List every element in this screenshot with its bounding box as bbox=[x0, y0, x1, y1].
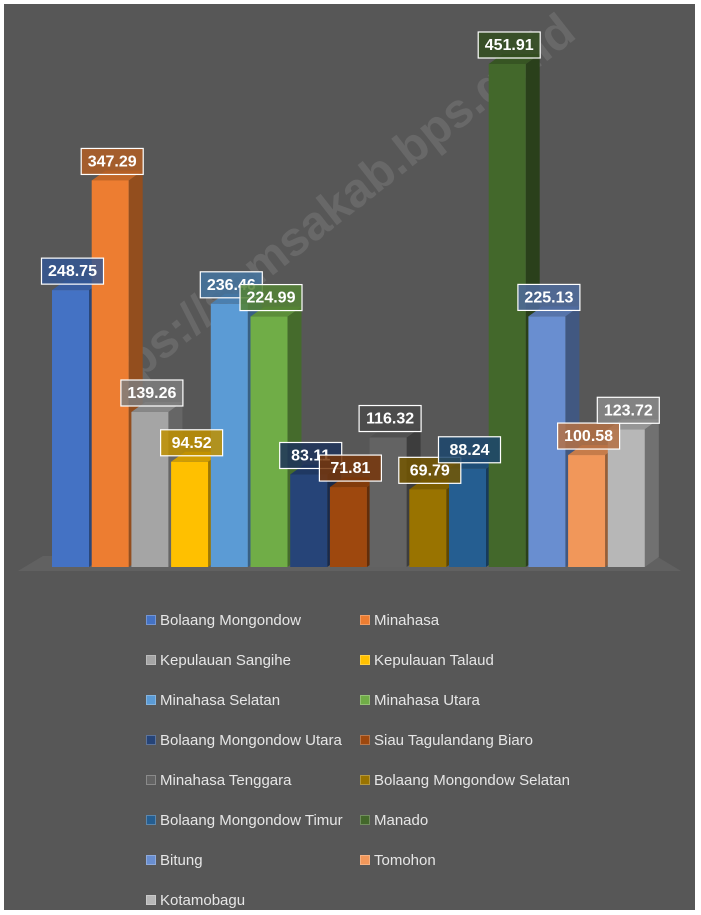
data-label: 94.52 bbox=[160, 429, 224, 457]
legend-swatch bbox=[146, 775, 156, 785]
bar bbox=[91, 170, 143, 567]
legend-item: Bolaang Mongondow bbox=[146, 610, 301, 630]
legend-label: Kepulauan Talaud bbox=[374, 651, 494, 669]
data-label: 224.99 bbox=[239, 283, 303, 312]
data-label: 123.72 bbox=[596, 396, 660, 424]
svg-text:69.79: 69.79 bbox=[410, 462, 450, 479]
legend-item: Manado bbox=[360, 810, 428, 830]
legend-item: Bolaang Mongondow Timur bbox=[146, 810, 343, 830]
legend-item: Kotamobagu bbox=[146, 890, 245, 910]
legend-label: Bolaang Mongondow Timur bbox=[160, 811, 343, 829]
svg-text:139.26: 139.26 bbox=[127, 385, 176, 402]
legend-label: Minahasa Selatan bbox=[160, 691, 281, 709]
legend-swatch bbox=[146, 895, 156, 905]
legend-label: Manado bbox=[374, 811, 429, 829]
data-label: 347.29 bbox=[80, 147, 144, 176]
legend-swatch bbox=[360, 735, 370, 745]
legend-swatch bbox=[360, 695, 370, 705]
svg-text:451.91: 451.91 bbox=[485, 37, 534, 54]
legend-item: Minahasa Utara bbox=[360, 690, 480, 710]
legend-label: Siau Tagulandang Biaro bbox=[374, 731, 534, 749]
legend-item: Kepulauan Sangihe bbox=[146, 650, 291, 670]
legend-label: Kepulauan Sangihe bbox=[160, 651, 291, 669]
legend-item: Tomohon bbox=[360, 850, 436, 870]
legend-label: Bolaang Mongondow Selatan bbox=[374, 771, 570, 789]
legend-label: Minahasa bbox=[374, 611, 440, 629]
data-label: 100.58 bbox=[556, 422, 621, 450]
data-label: 71.81 bbox=[318, 454, 382, 482]
data-label: 225.13 bbox=[517, 283, 581, 312]
svg-text:248.75: 248.75 bbox=[48, 263, 97, 280]
bar bbox=[607, 419, 659, 567]
svg-text:123.72: 123.72 bbox=[604, 402, 653, 419]
legend-item: Kepulauan Talaud bbox=[360, 650, 494, 670]
data-label: 248.75 bbox=[40, 257, 105, 285]
legend-label: Bitung bbox=[160, 851, 203, 869]
legend-item: Bolaang Mongondow Selatan bbox=[360, 770, 570, 790]
svg-text:347.29: 347.29 bbox=[88, 153, 137, 170]
legend-swatch bbox=[146, 655, 156, 665]
svg-text:100.58: 100.58 bbox=[564, 428, 613, 445]
legend-item: Siau Tagulandang Biaro bbox=[360, 730, 533, 750]
svg-text:224.99: 224.99 bbox=[247, 290, 296, 307]
legend-item: Bitung bbox=[146, 850, 203, 870]
legend-label: Bolaang Mongondow bbox=[160, 611, 301, 629]
svg-text:71.81: 71.81 bbox=[330, 460, 370, 477]
legend-item: Minahasa Tenggara bbox=[146, 770, 291, 790]
data-label: 451.91 bbox=[477, 31, 541, 59]
legend-label: Tomohon bbox=[374, 851, 436, 869]
legend-label: Kotamobagu bbox=[160, 891, 246, 909]
legend-swatch bbox=[146, 815, 156, 825]
legend-label: Bolaang Mongondow Utara bbox=[160, 731, 342, 749]
bar-chart: 248.75347.29139.2694.52236.46224.9983.11… bbox=[18, 31, 681, 571]
legend-swatch bbox=[360, 615, 370, 625]
legend-swatch bbox=[360, 815, 370, 825]
svg-text:94.52: 94.52 bbox=[172, 435, 212, 452]
legend-item: Minahasa bbox=[360, 610, 439, 630]
svg-text:116.32: 116.32 bbox=[366, 411, 414, 428]
legend-label: Minahasa Utara bbox=[374, 691, 480, 709]
legend-item: Bolaang Mongondow Utara bbox=[146, 730, 342, 750]
svg-text:225.13: 225.13 bbox=[524, 289, 573, 306]
data-label: 116.32 bbox=[358, 404, 422, 433]
legend-swatch bbox=[360, 855, 370, 865]
data-label: 88.24 bbox=[437, 436, 502, 464]
data-label: 139.26 bbox=[120, 379, 184, 407]
legend-swatch bbox=[146, 855, 156, 865]
legend-swatch bbox=[360, 775, 370, 785]
legend-swatch bbox=[146, 735, 156, 745]
legend-label: Minahasa Tenggara bbox=[160, 771, 292, 789]
chart-frame: https://samsakab.bps.go.id 248.75 347.29 1… bbox=[4, 4, 695, 910]
legend-swatch bbox=[146, 695, 156, 705]
legend-item: Minahasa Selatan bbox=[146, 690, 280, 710]
legend-swatch bbox=[360, 655, 370, 665]
svg-text:88.24: 88.24 bbox=[449, 442, 489, 459]
legend-swatch bbox=[146, 615, 156, 625]
